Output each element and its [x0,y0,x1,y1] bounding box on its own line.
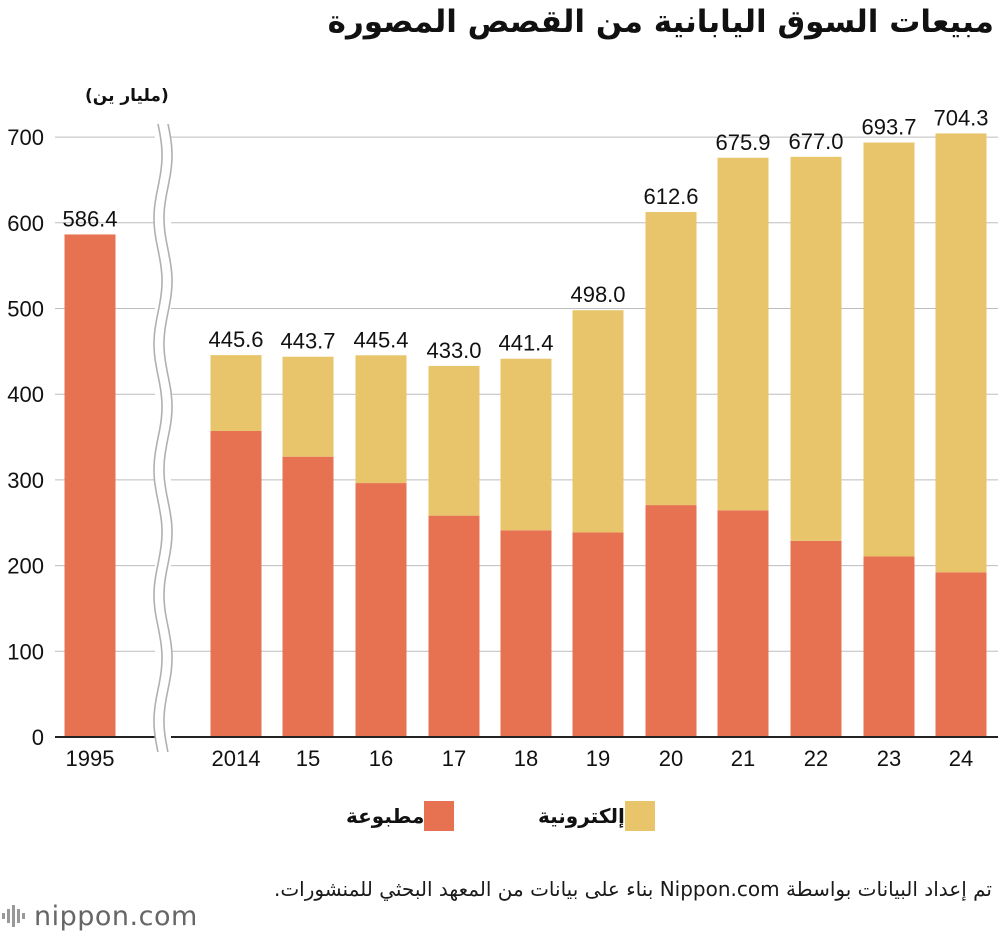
x-tick-label: 22 [804,746,828,771]
legend-label-printed: مطبوعة [346,804,425,828]
axis-break-line [163,123,173,753]
x-tick-label: 18 [514,746,538,771]
bar-digital [572,310,624,533]
y-tick-label: 700 [7,125,44,150]
x-tick-label: 23 [877,746,901,771]
bar-digital [935,133,987,573]
data-label-total: 445.6 [208,327,263,352]
y-tick-label: 600 [7,211,44,236]
bar-printed [428,515,480,737]
axis-break-line [153,123,163,753]
bar-digital [790,156,842,541]
y-tick-label: 500 [7,297,44,322]
bar-printed [282,456,334,737]
y-tick-label: 400 [7,382,44,407]
bar-digital [355,355,407,484]
y-tick-label: 200 [7,554,44,579]
bar-printed [790,540,842,737]
bar-printed [64,234,116,737]
x-tick-label: 19 [586,746,610,771]
bar-digital [500,358,552,531]
x-tick-label: 15 [296,746,320,771]
bar-digital [210,355,262,431]
bar-digital [717,157,769,511]
y-unit-label: (مليار ين) [85,86,169,106]
data-label-total: 443.7 [280,329,335,354]
x-tick-label: 2014 [212,746,261,771]
x-tick-label: 16 [369,746,393,771]
data-label-total: 586.4 [62,206,117,231]
data-label-total: 675.9 [715,130,770,155]
x-tick-label: 24 [949,746,973,771]
source-note: تم إعداد البيانات بواسطة Nippon.com بناء… [273,877,992,901]
x-tick-label: 17 [442,746,466,771]
bar-printed [863,556,915,737]
bar-printed [572,532,624,737]
x-tick-label: 1995 [66,746,115,771]
axis-break-gap [155,124,171,752]
bar-printed [645,505,697,737]
bar-printed [935,572,987,737]
legend-item-digital: إلكترونية [528,801,655,831]
legend-item-printed: مطبوعة [336,801,455,831]
logo-text: nippon.com [34,900,198,932]
x-tick-label: 21 [731,746,755,771]
bar-digital [645,212,697,506]
y-tick-label: 100 [7,639,44,664]
data-label-total: 677.0 [788,129,843,154]
data-label-total: 441.4 [498,331,553,356]
bar-printed [210,430,262,737]
bar-chart: 0 100 200 300 400 500 600 700 (مليار ين) 586.4 199… [7,86,998,771]
legend-swatch-digital [624,801,655,831]
legend-swatch-printed [424,801,455,831]
data-label-total: 445.4 [353,327,408,352]
bar-printed [355,483,407,737]
y-tick-label: 300 [7,468,44,493]
data-label-total: 704.3 [933,105,988,130]
x-tick-label: 20 [659,746,683,771]
bar-digital [428,365,480,516]
bar-digital [282,356,334,457]
data-label-total: 693.7 [861,114,916,139]
bar-printed [500,530,552,737]
nippon-logo: nippon.com [2,898,198,934]
y-tick-label: 0 [32,725,44,750]
legend-label-digital: إلكترونية [538,804,625,828]
data-label-total: 433.0 [426,338,481,363]
bar-printed [717,510,769,737]
bar-digital [863,142,915,557]
nippon-logo-icon [2,905,25,927]
data-label-total: 498.0 [570,282,625,307]
data-label-total: 612.6 [643,184,698,209]
chart-title: مبيعات السوق اليابانية من القصص المصورة [327,4,994,40]
